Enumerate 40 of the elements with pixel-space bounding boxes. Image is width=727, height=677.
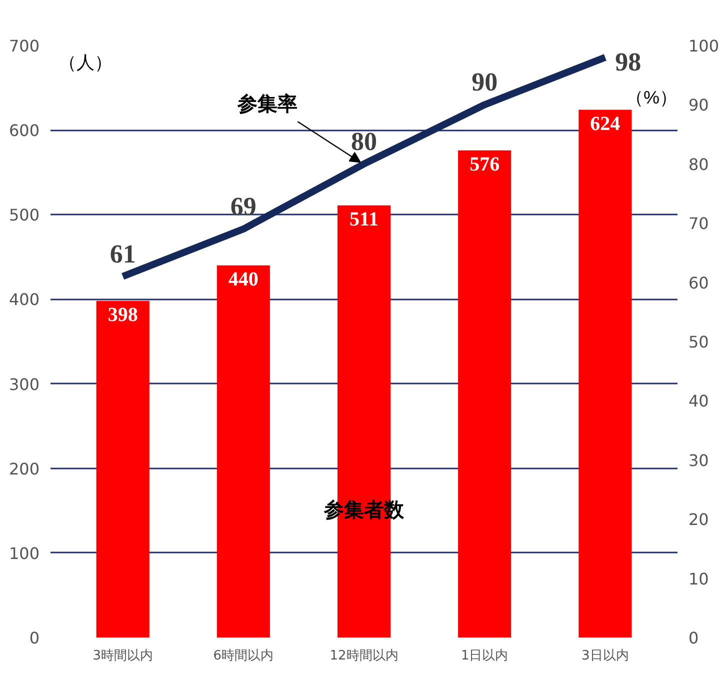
y-tick-label: 0 bbox=[29, 628, 40, 648]
x-tick-label: 3日以内 bbox=[582, 648, 629, 664]
bar bbox=[458, 150, 512, 638]
y2-tick-label: 30 bbox=[688, 450, 709, 470]
y2-tick-label: 0 bbox=[688, 628, 699, 648]
bar bbox=[96, 300, 150, 638]
data-label: 398 bbox=[108, 304, 138, 326]
y2-tick-label: 70 bbox=[688, 214, 709, 234]
y2-tick-label: 20 bbox=[688, 510, 709, 530]
y2-axis-title: （%） bbox=[626, 88, 678, 108]
y2-tick-label: 10 bbox=[688, 569, 709, 588]
y2-tick-label: 50 bbox=[688, 332, 709, 352]
y-tick-label: 500 bbox=[8, 206, 40, 225]
y-tick-label: 400 bbox=[8, 290, 40, 310]
y2-tick-label: 60 bbox=[688, 273, 709, 292]
y-tick-label: 100 bbox=[8, 544, 40, 563]
y2-tick-label: 100 bbox=[688, 36, 720, 56]
y2-tick-label: 80 bbox=[688, 154, 709, 174]
y-tick-label: 700 bbox=[8, 36, 40, 56]
bar bbox=[578, 110, 632, 638]
x-tick-label: 3時間以内 bbox=[92, 648, 153, 664]
annotation: 参集率 bbox=[236, 92, 298, 116]
data-label: 511 bbox=[350, 208, 378, 230]
data-label: 90 bbox=[472, 68, 498, 97]
data-label: 576 bbox=[470, 153, 500, 176]
y-tick-label: 600 bbox=[8, 121, 40, 140]
y2-tick-label: 40 bbox=[688, 392, 709, 411]
y-tick-label: 300 bbox=[8, 374, 40, 394]
y-axis-title: （人） bbox=[58, 52, 112, 72]
y2-tick-label: 90 bbox=[688, 96, 709, 115]
data-label: 624 bbox=[590, 112, 620, 135]
y-tick-label: 200 bbox=[8, 459, 40, 478]
data-label: 440 bbox=[228, 268, 258, 290]
data-label: 80 bbox=[351, 126, 377, 156]
data-label: 98 bbox=[615, 47, 642, 76]
data-label: 61 bbox=[110, 239, 136, 268]
bar bbox=[216, 265, 270, 638]
x-tick-label: 12時間以内 bbox=[330, 648, 398, 664]
x-tick-label: 6時間以内 bbox=[213, 648, 274, 664]
x-tick-label: 1日以内 bbox=[460, 648, 508, 664]
